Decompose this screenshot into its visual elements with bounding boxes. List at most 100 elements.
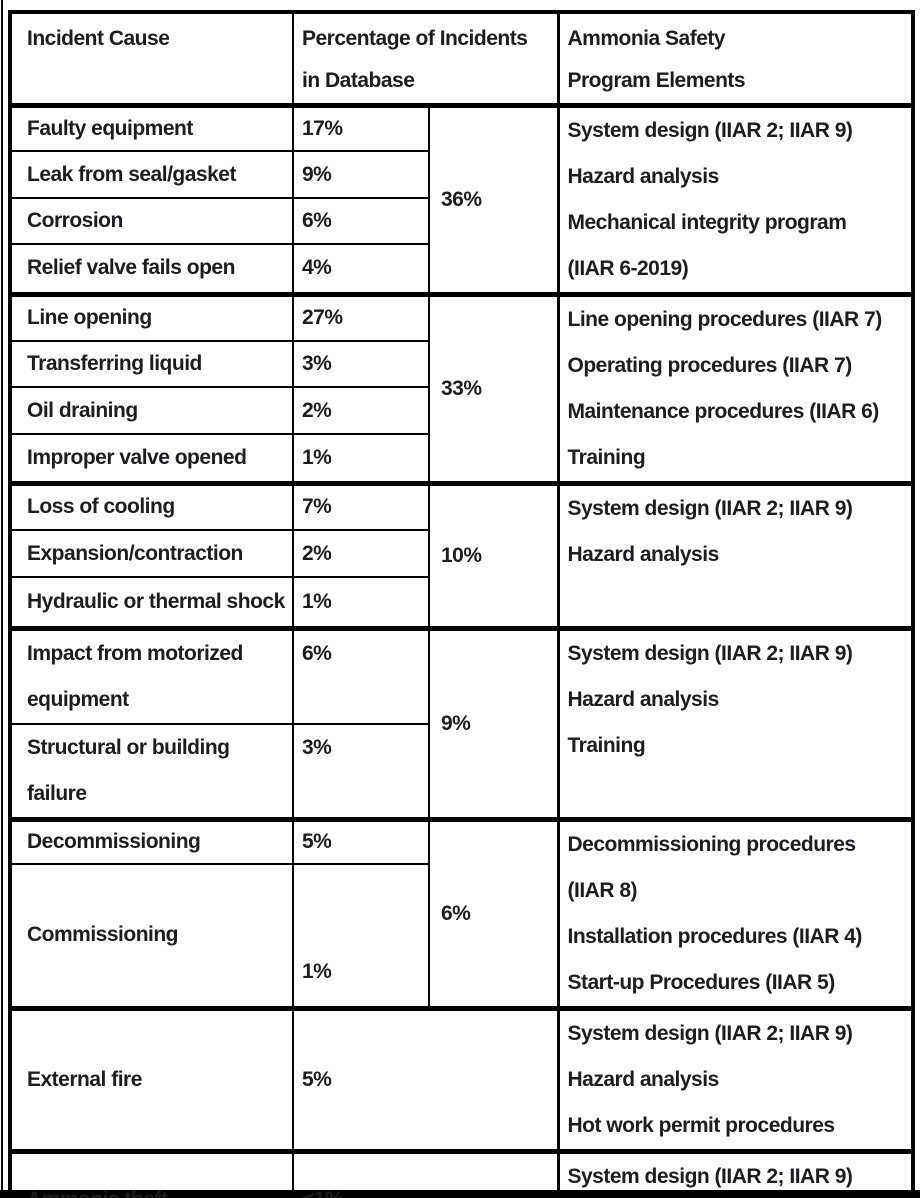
cause-label: Ammonia theft (27, 1188, 168, 1198)
cause-label-line: equipment (27, 687, 129, 711)
cause-cell: Hydraulic or thermal shock (9, 576, 294, 629)
element-line: Hot work permit procedures (567, 1113, 836, 1137)
cause-label: Loss of cooling (27, 495, 175, 519)
element-line: System design (IIAR 2; IIAR 9) (567, 1021, 853, 1045)
table-row-transferring-liquid: Transferring liquid 3% (9, 339, 913, 389)
group-pct-cell: 10% (428, 480, 559, 629)
pct-cell: 3% (292, 339, 430, 389)
pct-value: 5% (302, 1067, 332, 1091)
cause-cell: Transferring liquid (9, 339, 294, 389)
cause-cell: Faulty equipment (9, 102, 294, 153)
cause-label: Line opening (27, 306, 152, 330)
element-line: Hazard analysis (567, 687, 720, 711)
pct-value: 1% (302, 589, 332, 613)
pct-value: 3% (302, 352, 332, 376)
cause-cell: Decommissioning (9, 816, 294, 866)
cause-label: Faulty equipment (27, 116, 193, 140)
pct-cell: 6% (292, 196, 430, 246)
cause-label-line: Impact from motorized (27, 641, 243, 665)
elements-cell: System design (IIAR 2; IIAR 9) Hazard an… (556, 625, 914, 820)
element-line: Operating procedures (IIAR 7) (567, 353, 853, 377)
element-line: Start-up Procedures (IIAR 5) (567, 970, 836, 994)
group-pct-cell: 36% (428, 102, 559, 295)
table-row-commissioning: Commissioning 1% (9, 863, 913, 1009)
group-pct-cell: 6% (428, 816, 559, 1009)
pct-value: 5% (302, 830, 332, 854)
header-text: in Database (302, 69, 415, 92)
cause-label: External fire (27, 1067, 142, 1091)
cause-cell: Corrosion (9, 196, 294, 246)
cause-label: Hydraulic or thermal shock (27, 589, 285, 613)
element-line: Training (567, 733, 646, 757)
cause-label-line: failure (27, 781, 87, 805)
pct-cell: 17% (292, 102, 430, 153)
group-pct-value: 33% (441, 376, 482, 400)
pct-cell: 9% (292, 150, 430, 199)
pct-cell: 2% (292, 529, 430, 578)
pct-cell: 2% (292, 386, 430, 436)
pct-value: 1% (302, 959, 332, 983)
element-line: System design (IIAR 2; IIAR 9) (567, 1164, 853, 1188)
cause-label: Oil draining (27, 398, 138, 422)
cause-label: Corrosion (27, 209, 123, 233)
cause-cell: Improper valve opened (9, 433, 294, 484)
cause-cell: Relief valve fails open (9, 243, 294, 295)
element-line: Line opening procedures (IIAR 7) (567, 307, 883, 331)
header-program-elements: Ammonia Safety Program Elements (556, 11, 914, 108)
pct-cell: 27% (292, 291, 430, 342)
cause-cell: Leak from seal/gasket (9, 150, 294, 199)
cause-label: Relief valve fails open (27, 256, 235, 280)
table-row-impact-motorized: Impact from motorized equipment 6% 9% Sy… (9, 625, 914, 820)
pct-cell: 3% (292, 722, 430, 820)
table-row-hydraulic-thermal-shock: Hydraulic or thermal shock 1% (9, 576, 913, 629)
element-line: Hazard analysis (567, 1067, 720, 1091)
cause-cell: Commissioning (9, 863, 294, 1009)
pct-value: 7% (302, 495, 332, 519)
elements-cell: System design (IIAR 2; IIAR 9) Hazard an… (556, 480, 914, 629)
group-pct-cell: 9% (428, 625, 559, 820)
table-row-external-fire: External fire 5% System design (IIAR 2; … (9, 1005, 914, 1152)
group-pct-value: 6% (441, 901, 471, 925)
element-line: Installation procedures (IIAR 4) (567, 924, 863, 948)
element-line: System design (IIAR 2; IIAR 9) (567, 641, 853, 665)
pct-value: <1% (302, 1188, 344, 1198)
pct-cell: 4% (292, 243, 430, 295)
cause-cell: External fire (9, 1005, 294, 1152)
header-percentage: Percentage of Incidents in Database (292, 11, 559, 108)
table-row-faulty-equipment: Faulty equipment 17% 36% System design (… (9, 102, 914, 295)
table-row-expansion-contraction: Expansion/contraction 2% (9, 529, 913, 578)
pct-value: 9% (302, 162, 332, 186)
element-line: Maintenance procedures (IIAR 6) (567, 399, 880, 423)
pct-value: 17% (302, 116, 343, 140)
cause-label: Transferring liquid (27, 352, 202, 376)
pct-value: 3% (302, 735, 332, 759)
group-pct-value: 9% (441, 711, 471, 735)
pct-cell: 1% (292, 433, 430, 484)
pct-value: 2% (302, 541, 332, 565)
cause-label: Improper valve opened (27, 445, 247, 469)
header-text: Incident Cause (27, 27, 170, 50)
table-row-line-opening: Line opening 27% 33% Line opening proced… (9, 291, 914, 484)
table-row-decommissioning: Decommissioning 5% 6% Decommissioning pr… (9, 816, 914, 1009)
pct-cell: 1% (292, 576, 430, 629)
pct-cell: 7% (292, 480, 430, 531)
group-pct-value: 36% (441, 187, 482, 211)
table-header-row: Incident Cause Percentage of Incidents i… (9, 11, 914, 108)
element-line: Hazard analysis (567, 164, 720, 188)
table-row-oil-draining: Oil draining 2% (9, 386, 913, 436)
cause-label: Leak from seal/gasket (27, 162, 236, 186)
pct-cell: 1% (292, 863, 430, 1009)
cause-label-line: Structural or building (27, 735, 230, 759)
element-line: System design (IIAR 2; IIAR 9) (567, 118, 853, 142)
table-row-ammonia-theft: Ammonia theft <1% System design (IIAR 2;… (9, 1148, 914, 1198)
cause-cell: Oil draining (9, 386, 294, 436)
pct-cell: <1% (292, 1148, 559, 1198)
elements-cell: Decommissioning procedures (IIAR 8) Inst… (556, 816, 914, 1009)
cause-cell: Impact from motorized equipment (9, 625, 294, 725)
element-line: (IIAR 8) (567, 878, 638, 902)
element-line: System design (IIAR 2; IIAR 9) (567, 496, 853, 520)
elements-cell: System design (IIAR 2; IIAR 9) Hazard an… (556, 1005, 914, 1152)
table-row-improper-valve: Improper valve opened 1% (9, 433, 913, 484)
header-text: Program Elements (567, 69, 746, 92)
